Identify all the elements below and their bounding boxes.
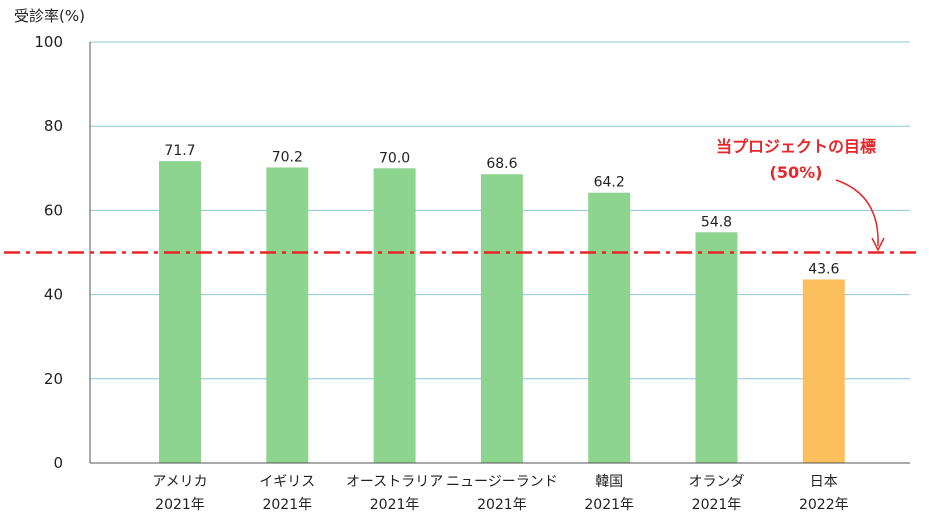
y-tick-label: 40: [44, 286, 63, 304]
data-label: 54.8: [701, 214, 732, 230]
target-annotation-label: 当プロジェクトの目標: [716, 137, 876, 156]
bar: [802, 279, 845, 463]
x-tick-year: 2021年: [477, 497, 527, 513]
bar: [266, 167, 309, 463]
y-tick-label: 0: [53, 454, 63, 472]
data-label: 68.6: [486, 156, 517, 172]
y-tick-label: 80: [44, 117, 63, 135]
bar: [159, 161, 201, 463]
x-tick-year: 2022年: [799, 497, 849, 513]
x-tick-label: イギリス: [259, 474, 315, 490]
data-labels: 71.7 70.2 70.0 68.6 64.2 54.8 43.6: [164, 143, 839, 277]
x-tick-year: 2021年: [692, 497, 742, 513]
data-label: 64.2: [594, 175, 625, 191]
y-axis-title: 受診率(%): [14, 7, 85, 25]
y-tick-label: 20: [44, 370, 63, 388]
data-label: 70.0: [379, 150, 410, 166]
x-tick-label: 日本: [810, 474, 838, 490]
annotation-arrow: [835, 179, 879, 247]
x-axis-labels: アメリカ 2021年 イギリス 2021年 オーストラリア 2021年 ニュージーランド 20…: [152, 474, 848, 513]
bar: [695, 232, 738, 463]
x-tick-label: ニュージーランド: [446, 474, 558, 490]
x-tick-label: アメリカ: [152, 474, 207, 490]
x-tick-label: オランダ: [689, 474, 745, 490]
y-axis-ticks: 0 20 40 60 80 100: [34, 33, 63, 472]
x-tick-year: 2021年: [584, 497, 634, 513]
x-tick-year: 2021年: [370, 497, 420, 513]
target-annotation-sublabel: (50%): [770, 163, 823, 182]
x-tick-year: 2021年: [155, 497, 205, 513]
data-label: 70.2: [272, 149, 303, 165]
bar: [373, 168, 416, 464]
bars: [159, 161, 845, 464]
annotation-arrowhead: [871, 237, 885, 252]
x-tick-label: オーストラリア: [346, 474, 443, 490]
y-tick-label: 100: [34, 33, 63, 51]
bar: [588, 192, 631, 463]
y-tick-label: 60: [44, 201, 63, 219]
data-label: 71.7: [164, 143, 195, 159]
data-label: 43.6: [808, 261, 839, 277]
x-tick-year: 2021年: [262, 497, 312, 513]
x-tick-label: 韓国: [595, 474, 623, 490]
bar: [480, 174, 523, 463]
